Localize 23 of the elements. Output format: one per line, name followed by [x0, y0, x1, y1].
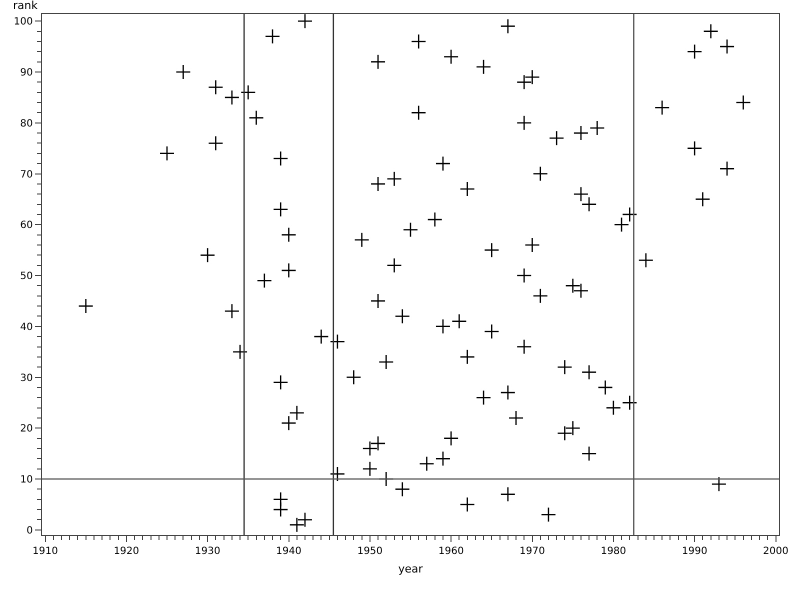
y-tick-label: 90 [20, 68, 33, 78]
x-tick-label: 1960 [438, 546, 464, 558]
y-tick-label: 60 [20, 220, 33, 232]
x-tick-label: 1970 [520, 546, 545, 558]
x-tick-label: 1980 [600, 546, 626, 558]
y-tick-label: 100 [14, 16, 33, 28]
y-tick-label: 40 [20, 322, 33, 333]
y-tick-label: 80 [20, 118, 33, 130]
x-tick-label: 2000 [763, 546, 788, 558]
x-axis-title: year [398, 562, 424, 576]
x-tick-label: 1990 [682, 546, 708, 558]
y-tick-label: 70 [20, 169, 33, 180]
y-tick-label: 10 [20, 474, 33, 486]
y-tick-label: 50 [20, 271, 33, 282]
x-tick-label: 1920 [114, 546, 140, 558]
y-tick-label: 0 [26, 525, 33, 536]
y-tick-label: 30 [20, 372, 33, 384]
y-tick-label: 20 [20, 424, 33, 435]
x-tick-label: 1940 [276, 546, 302, 558]
x-tick-label: 1930 [194, 546, 220, 558]
x-tick-label: 1950 [357, 546, 383, 558]
y-axis-title: rank [13, 0, 38, 12]
x-tick-label: 1910 [32, 546, 58, 558]
